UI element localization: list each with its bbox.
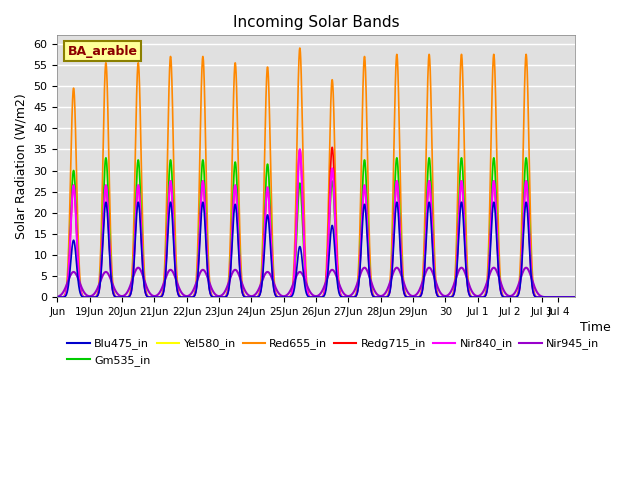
- Gm535_in: [159, 287, 167, 293]
- Nir945_in: [54, 294, 61, 300]
- Red655_in: [382, 294, 390, 300]
- Line: Yel580_in: Yel580_in: [58, 158, 575, 297]
- Red655_in: [54, 294, 61, 300]
- Text: BA_arable: BA_arable: [68, 45, 138, 58]
- Red655_in: [492, 99, 500, 105]
- Blu475_in: [571, 294, 579, 300]
- Yel580_in: [382, 294, 390, 300]
- Blu475_in: [492, 218, 500, 224]
- Yel580_in: [159, 287, 167, 293]
- Legend: Blu475_in, Gm535_in, Yel580_in, Red655_in, Redg715_in, Nir840_in, Nir945_in: Blu475_in, Gm535_in, Yel580_in, Red655_i…: [63, 334, 604, 370]
- Nir945_in: [522, 265, 530, 271]
- Nir945_in: [492, 266, 499, 272]
- Line: Nir945_in: Nir945_in: [58, 268, 575, 297]
- Nir840_in: [492, 201, 500, 206]
- Redg715_in: [428, 215, 435, 221]
- Red655_in: [428, 129, 435, 134]
- Text: Time: Time: [580, 321, 611, 334]
- Nir945_in: [461, 269, 468, 275]
- Title: Incoming Solar Bands: Incoming Solar Bands: [233, 15, 399, 30]
- Blu475_in: [565, 294, 573, 300]
- Nir840_in: [159, 289, 167, 295]
- Y-axis label: Solar Radiation (W/m2): Solar Radiation (W/m2): [15, 94, 28, 239]
- Blu475_in: [382, 294, 390, 300]
- Yel580_in: [565, 294, 573, 300]
- Nir945_in: [571, 294, 579, 300]
- Nir840_in: [565, 294, 573, 300]
- Line: Gm535_in: Gm535_in: [58, 158, 575, 297]
- Gm535_in: [102, 155, 109, 161]
- Yel580_in: [461, 218, 468, 224]
- Nir840_in: [428, 215, 435, 221]
- Gm535_in: [571, 294, 579, 300]
- Nir945_in: [428, 267, 435, 273]
- Gm535_in: [461, 218, 468, 224]
- Redg715_in: [54, 294, 61, 300]
- Line: Red655_in: Red655_in: [58, 48, 575, 297]
- Redg715_in: [492, 201, 500, 206]
- Yel580_in: [428, 199, 435, 205]
- Gm535_in: [492, 182, 500, 188]
- Yel580_in: [54, 294, 61, 300]
- Nir840_in: [54, 294, 61, 300]
- Nir840_in: [296, 146, 304, 152]
- Gm535_in: [54, 294, 61, 300]
- Yel580_in: [571, 294, 579, 300]
- Nir840_in: [461, 231, 468, 237]
- Redg715_in: [328, 144, 336, 150]
- Gm535_in: [428, 199, 435, 205]
- Yel580_in: [492, 182, 500, 188]
- Red655_in: [461, 162, 468, 168]
- Line: Nir840_in: Nir840_in: [58, 149, 575, 297]
- Line: Redg715_in: Redg715_in: [58, 147, 575, 297]
- Nir945_in: [159, 282, 167, 288]
- Yel580_in: [102, 155, 109, 161]
- Redg715_in: [159, 289, 167, 295]
- Redg715_in: [565, 294, 573, 300]
- Blu475_in: [461, 242, 468, 248]
- Blu475_in: [54, 294, 61, 300]
- Nir945_in: [382, 289, 390, 295]
- Red655_in: [565, 294, 573, 300]
- Line: Blu475_in: Blu475_in: [58, 202, 575, 297]
- Gm535_in: [382, 294, 390, 300]
- Red655_in: [296, 45, 304, 51]
- Gm535_in: [565, 294, 573, 300]
- Redg715_in: [382, 294, 390, 300]
- Nir945_in: [565, 294, 573, 300]
- Nir840_in: [571, 294, 579, 300]
- Blu475_in: [159, 289, 167, 295]
- Redg715_in: [461, 231, 468, 237]
- Red655_in: [571, 294, 579, 300]
- Blu475_in: [428, 229, 435, 235]
- Blu475_in: [102, 199, 109, 205]
- Redg715_in: [571, 294, 579, 300]
- Nir840_in: [382, 294, 390, 300]
- Red655_in: [159, 284, 167, 289]
